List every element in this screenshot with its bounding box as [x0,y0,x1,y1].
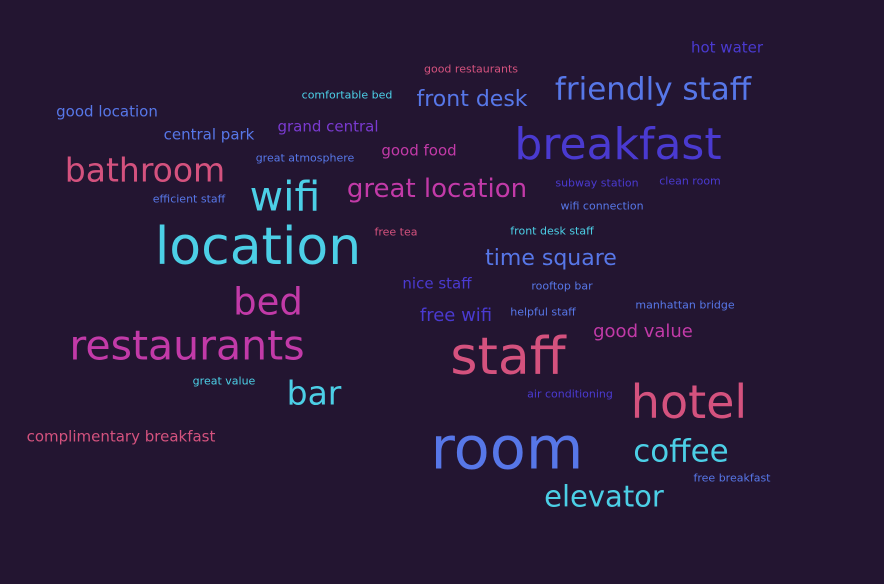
word: great value [192,374,256,388]
word: manhattan bridge [635,298,735,312]
word: bed [233,280,303,324]
word: free wifi [419,305,493,326]
word: wifi [249,172,321,221]
word: time square [485,246,617,271]
word: free tea [374,225,418,239]
word: coffee [633,433,729,470]
word: good location [56,102,158,121]
word: staff [450,327,566,387]
word: front desk staff [510,224,594,238]
word: room [430,413,584,483]
word: hotel [630,375,748,429]
word: bar [286,373,342,413]
word: free breakfast [693,471,771,485]
word: great location [346,174,528,204]
word: central park [163,125,255,144]
word: restaurants [69,321,305,370]
word: bathroom [64,150,226,190]
word: hot water [690,38,764,57]
word: good restaurants [423,62,519,76]
word: air conditioning [527,387,613,401]
word: location [154,217,362,277]
word: efficient staff [152,192,226,206]
word: front desk [416,87,528,112]
word: complimentary breakfast [26,427,216,446]
word: nice staff [402,274,472,293]
word: rooftop bar [531,279,593,293]
word: wifi connection [560,199,644,213]
word: clean room [659,174,721,188]
word: good value [593,321,693,342]
word: elevator [544,479,664,514]
word: great atmosphere [255,151,355,165]
word: subway station [555,176,639,190]
word: good food [381,141,457,160]
word: comfortable bed [301,88,393,102]
word: grand central [277,117,379,136]
word: friendly staff [554,71,752,108]
word: breakfast [514,119,722,170]
word: helpful staff [510,305,576,319]
